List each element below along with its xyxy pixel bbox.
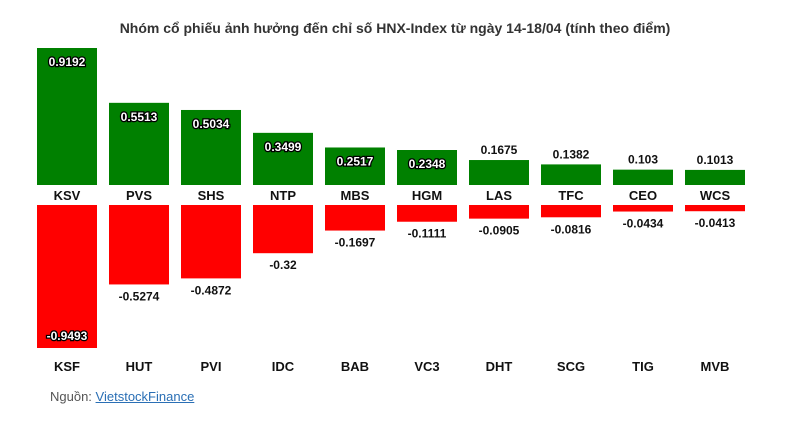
data-label-negative: -0.1111	[408, 227, 447, 241]
bar-negative-idc	[253, 205, 313, 254]
bar-negative-hut	[109, 205, 169, 285]
category-label-bottom: SCG	[557, 359, 585, 374]
category-label-bottom: DHT	[486, 359, 513, 374]
bar-positive-ksv	[37, 48, 97, 185]
data-label-positive: 0.5034	[193, 117, 230, 131]
category-label-top: SHS	[198, 188, 225, 203]
category-label-top: PVS	[126, 188, 152, 203]
chart-title: Nhóm cổ phiếu ảnh hưởng đến chỉ số HNX-I…	[119, 20, 671, 36]
category-label-top: HGM	[412, 188, 442, 203]
category-label-bottom: VC3	[414, 359, 439, 374]
source-note: Nguồn: VietstockFinance	[50, 389, 194, 404]
data-label-negative: -0.0816	[551, 222, 592, 236]
category-label-top: MBS	[341, 188, 370, 203]
category-label-bottom: IDC	[272, 359, 295, 374]
bar-negative-tig	[613, 205, 673, 212]
data-label-positive: 0.2517	[337, 154, 374, 168]
bar-positive-ntp	[253, 132, 313, 185]
bar-positive-wcs	[685, 169, 745, 185]
category-label-bottom: TIG	[632, 359, 654, 374]
bar-negative-ksf	[37, 205, 97, 348]
data-label-negative: -0.0434	[623, 217, 664, 231]
data-label-positive: 0.1675	[481, 143, 518, 157]
category-label-bottom: MVB	[701, 359, 730, 374]
bar-negative-bab	[325, 205, 385, 231]
data-label-positive: 0.1382	[553, 147, 590, 161]
data-label-negative: -0.0413	[695, 216, 736, 230]
bar-positive-las	[469, 160, 529, 185]
category-label-top: KSV	[54, 188, 81, 203]
bar-positive-shs	[181, 109, 241, 185]
source-link[interactable]: VietstockFinance	[95, 389, 195, 404]
category-label-top: WCS	[700, 188, 731, 203]
bar-positive-ceo	[613, 169, 673, 185]
bar-positive-pvs	[109, 102, 169, 185]
bar-negative-scg	[541, 205, 601, 218]
data-label-negative: -0.32	[269, 258, 297, 272]
category-label-top: NTP	[270, 188, 296, 203]
bar-negative-dht	[469, 205, 529, 219]
data-label-positive: 0.3499	[265, 140, 302, 154]
data-label-positive: 0.1013	[697, 153, 734, 167]
data-label-negative: -0.1697	[335, 236, 376, 250]
source-prefix: Nguồn:	[50, 389, 96, 404]
bar-positive-mbs	[325, 147, 385, 185]
category-label-bottom: KSF	[54, 359, 80, 374]
data-label-negative: -0.5274	[119, 289, 160, 303]
data-label-positive: 0.9192	[49, 55, 86, 69]
bar-negative-pvi	[181, 205, 241, 279]
bar-positive-tfc	[541, 164, 601, 185]
category-label-top: CEO	[629, 188, 657, 203]
category-label-top: LAS	[486, 188, 512, 203]
data-label-negative: -0.4872	[191, 283, 232, 297]
category-label-bottom: PVI	[201, 359, 222, 374]
bar-negative-mvb	[685, 205, 745, 212]
bar-positive-hgm	[397, 150, 457, 185]
category-label-bottom: HUT	[126, 359, 153, 374]
data-label-positive: 0.103	[628, 153, 658, 167]
bar-negative-vc3	[397, 205, 457, 222]
category-label-bottom: BAB	[341, 359, 369, 374]
data-label-positive: 0.2348	[409, 157, 446, 171]
data-label-negative: -0.0905	[479, 224, 520, 238]
data-label-negative: -0.9493	[47, 329, 88, 343]
data-label-positive: 0.5513	[121, 110, 158, 124]
category-label-top: TFC	[558, 188, 584, 203]
